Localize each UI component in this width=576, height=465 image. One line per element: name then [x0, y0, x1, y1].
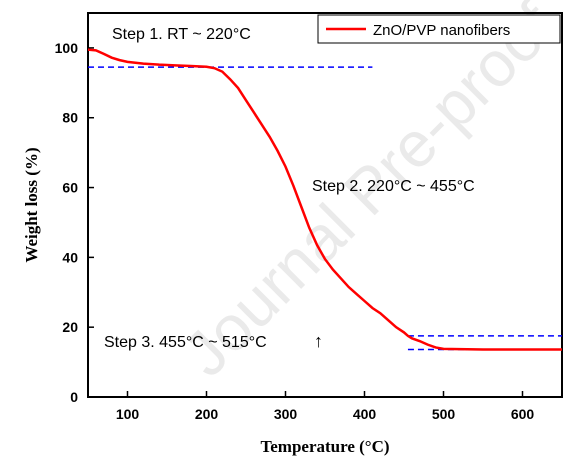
y-tick-label: 40	[62, 249, 78, 265]
arrow-up-icon: ↑	[314, 331, 323, 351]
x-tick-label: 500	[432, 406, 456, 422]
x-tick-label: 100	[116, 406, 140, 422]
reference-lines	[88, 66, 562, 351]
y-tick-label: 80	[62, 110, 78, 126]
legend: ZnO/PVP nanofibers	[317, 14, 561, 44]
y-tick-label: 100	[55, 40, 79, 56]
series-line-zno-pvp	[87, 48, 562, 351]
x-tick-label: 300	[274, 406, 298, 422]
y-tick-label: 20	[62, 319, 78, 335]
x-tick-label: 600	[511, 406, 535, 422]
x-tick-label: 400	[353, 406, 377, 422]
y-tick-label: 0	[70, 389, 78, 405]
legend-label: ZnO/PVP nanofibers	[373, 22, 510, 39]
y-axis-title: Weight loss (%)	[22, 147, 41, 262]
annotation-step-2: Step 2. 220°C ~ 455°C	[312, 178, 475, 195]
y-tick-label: 60	[62, 180, 78, 196]
annotation-step-1: Step 1. RT ~ 220°C	[112, 26, 251, 43]
x-axis-title: Temperature (°C)	[260, 437, 389, 456]
ticks-group: 100 200 300 400 500 600 0 20 40 60 80 100	[55, 40, 535, 422]
plot-frame	[87, 12, 563, 398]
annotation-step-3: Step 3. 455°C ~ 515°C	[104, 334, 267, 351]
x-tick-label: 200	[195, 406, 219, 422]
